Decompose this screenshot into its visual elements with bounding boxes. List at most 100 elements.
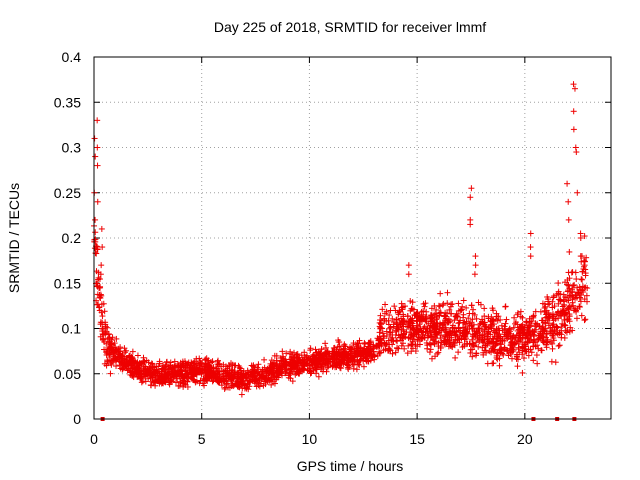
- data-point: [543, 330, 550, 337]
- data-point: [569, 296, 576, 303]
- data-point: [270, 372, 277, 379]
- data-point: [271, 352, 278, 359]
- data-point: [562, 322, 569, 329]
- data-point: [415, 326, 422, 333]
- data-point: [312, 364, 319, 371]
- data-point: [434, 322, 441, 329]
- data-point: [515, 340, 522, 347]
- data-point: [394, 325, 401, 332]
- data-point: [195, 368, 202, 375]
- data-point: [557, 297, 564, 304]
- data-point: [583, 292, 590, 299]
- data-point: [565, 281, 572, 288]
- data-point: [517, 329, 524, 336]
- data-point: [98, 262, 105, 269]
- data-point: [231, 369, 238, 376]
- data-point: [104, 348, 111, 355]
- data-point: [203, 361, 210, 368]
- data-point: [319, 352, 326, 359]
- data-point: [320, 368, 327, 375]
- data-point: [499, 327, 506, 334]
- data-point: [224, 370, 231, 377]
- data-point: [542, 320, 549, 327]
- data-point: [92, 236, 99, 243]
- y-tick-label: 0.35: [54, 94, 81, 110]
- data-point: [471, 271, 478, 278]
- data-point: [254, 379, 261, 386]
- data-point: [129, 348, 136, 355]
- data-point: [126, 365, 133, 372]
- data-point: [136, 361, 143, 368]
- data-point: [573, 315, 580, 322]
- data-point: [439, 302, 446, 309]
- data-point: [575, 289, 582, 296]
- data-point: [572, 305, 579, 312]
- data-point: [351, 361, 358, 368]
- data-point: [431, 335, 438, 342]
- data-point: [504, 335, 511, 342]
- data-point: [191, 377, 198, 384]
- data-point: [490, 317, 497, 324]
- data-point: [427, 322, 434, 329]
- data-point: [577, 253, 584, 260]
- data-point: [398, 300, 405, 307]
- data-point: [357, 348, 364, 355]
- data-point: [409, 345, 416, 352]
- data-point: [435, 349, 442, 356]
- y-tick-label: 0.15: [54, 275, 81, 291]
- data-point: [208, 359, 215, 366]
- data-point: [580, 257, 587, 264]
- data-point: [479, 331, 486, 338]
- data-point: [288, 356, 295, 363]
- data-point: [433, 338, 440, 345]
- data-point: [502, 303, 509, 310]
- data-point: [294, 359, 301, 366]
- data-point: [103, 340, 110, 347]
- data-point: [486, 340, 493, 347]
- data-point: [449, 344, 456, 351]
- data-point: [569, 289, 576, 296]
- data-point: [550, 293, 557, 300]
- data-point: [509, 339, 516, 346]
- data-point: [190, 359, 197, 366]
- data-point: [422, 315, 429, 322]
- data-point: [444, 300, 451, 307]
- data-point: [127, 352, 134, 359]
- data-point: [101, 360, 108, 367]
- data-point: [549, 327, 556, 334]
- data-point: [555, 343, 562, 350]
- data-point: [253, 383, 260, 390]
- data-point: [569, 269, 576, 276]
- data-point: [369, 352, 376, 359]
- data-point: [452, 313, 459, 320]
- data-point: [92, 216, 99, 223]
- data-point: [475, 299, 482, 306]
- data-point: [472, 253, 479, 260]
- data-point: [406, 320, 413, 327]
- data-point: [382, 301, 389, 308]
- data-point: [385, 347, 392, 354]
- data-point: [562, 279, 569, 286]
- data-point: [434, 330, 441, 337]
- data-point: [108, 361, 115, 368]
- data-point: [92, 153, 99, 160]
- data-point: [204, 377, 211, 384]
- data-point: [248, 368, 255, 375]
- data-point: [261, 356, 268, 363]
- data-point: [455, 324, 462, 331]
- data-point: [292, 371, 299, 378]
- data-point: [571, 281, 578, 288]
- data-point: [386, 312, 393, 319]
- data-point: [496, 362, 503, 369]
- data-point: [544, 293, 551, 300]
- data-point: [455, 300, 462, 307]
- data-point: [411, 311, 418, 318]
- data-point: [436, 310, 443, 317]
- data-point: [431, 302, 438, 309]
- data-point: [467, 221, 474, 228]
- data-point: [259, 368, 266, 375]
- data-point: [404, 350, 411, 357]
- data-point: [163, 371, 170, 378]
- data-point: [437, 343, 444, 350]
